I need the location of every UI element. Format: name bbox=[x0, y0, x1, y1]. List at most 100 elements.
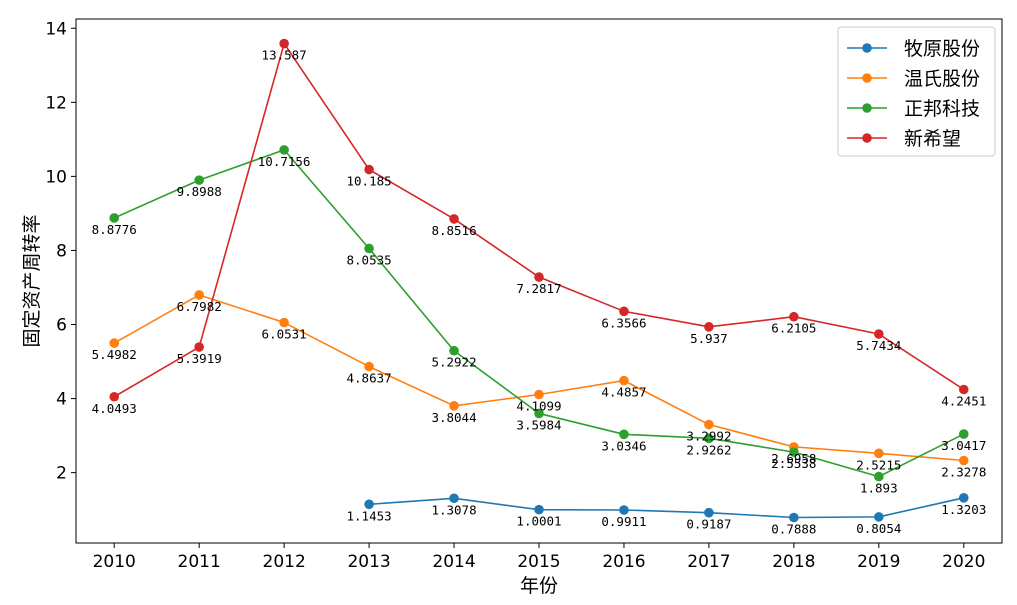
data-label: 4.0493 bbox=[92, 401, 137, 416]
data-point bbox=[364, 243, 374, 254]
y-tick-label: 10 bbox=[45, 167, 67, 187]
data-label: 2.5538 bbox=[771, 456, 816, 471]
data-label: 0.7888 bbox=[771, 521, 816, 536]
x-tick-label: 2013 bbox=[347, 552, 390, 572]
data-label: 10.7156 bbox=[258, 154, 311, 169]
x-tick-label: 2020 bbox=[942, 552, 985, 572]
data-label: 4.4857 bbox=[601, 385, 646, 400]
data-point bbox=[874, 512, 884, 522]
data-point bbox=[534, 408, 544, 419]
x-tick-label: 2012 bbox=[263, 552, 306, 572]
data-point bbox=[449, 345, 459, 356]
data-point bbox=[449, 214, 459, 224]
data-point bbox=[109, 391, 120, 402]
data-point bbox=[958, 493, 969, 503]
legend-label: 温氏股份 bbox=[904, 68, 980, 90]
series-layer bbox=[109, 38, 969, 523]
legend-label: 新希望 bbox=[904, 128, 961, 150]
data-label: 3.0346 bbox=[601, 438, 646, 453]
y-axis-ticks: 2 4 6 8 10 12 14 bbox=[45, 19, 76, 484]
series-line bbox=[113, 42, 965, 398]
data-label: 1.3078 bbox=[431, 502, 476, 517]
series-line bbox=[113, 294, 964, 462]
series-2 bbox=[109, 290, 969, 466]
data-label: 6.3566 bbox=[601, 315, 646, 330]
data-point bbox=[364, 499, 374, 510]
x-tick-label: 2017 bbox=[687, 552, 730, 572]
x-tick-label: 2014 bbox=[432, 552, 475, 572]
data-point bbox=[958, 429, 969, 439]
series-line bbox=[369, 497, 964, 519]
legend-box bbox=[837, 26, 996, 157]
data-labels: 1.1453 1.3078 1.0001 0.9911 0.9187 0.7888 0.80… bbox=[92, 48, 987, 537]
data-point bbox=[619, 429, 629, 440]
data-point bbox=[534, 272, 544, 282]
data-label: 8.8516 bbox=[431, 223, 476, 238]
data-label: 3.2992 bbox=[686, 429, 731, 444]
data-point bbox=[874, 471, 884, 482]
y-axis-title: 固定资产周转率 bbox=[21, 214, 43, 347]
data-point bbox=[704, 419, 714, 430]
x-tick-label: 2016 bbox=[602, 552, 645, 572]
data-point bbox=[194, 290, 204, 300]
data-label: 5.937 bbox=[690, 331, 728, 346]
data-point bbox=[109, 213, 120, 223]
data-label: 1.3203 bbox=[941, 502, 986, 517]
series-3 bbox=[109, 145, 969, 482]
data-label: 2.3278 bbox=[941, 465, 986, 480]
legend-marker bbox=[862, 43, 872, 53]
legend-marker bbox=[862, 103, 872, 113]
x-tick-label: 2015 bbox=[517, 552, 560, 572]
y-tick-label: 6 bbox=[56, 316, 67, 336]
data-label: 10.185 bbox=[347, 174, 392, 189]
data-label: 6.2105 bbox=[771, 321, 816, 336]
data-point bbox=[704, 433, 714, 444]
data-point bbox=[279, 38, 289, 49]
data-point bbox=[704, 322, 714, 332]
data-point bbox=[194, 175, 204, 185]
y-tick-label: 4 bbox=[56, 390, 67, 410]
data-label: 3.5984 bbox=[516, 417, 561, 432]
data-label: 2.5215 bbox=[856, 457, 901, 472]
series-4 bbox=[109, 38, 969, 402]
y-tick-label: 8 bbox=[56, 241, 67, 261]
y-tick-label: 14 bbox=[45, 19, 67, 39]
data-point bbox=[449, 493, 459, 504]
legend-label: 正邦科技 bbox=[904, 98, 980, 120]
data-label: 5.2922 bbox=[431, 355, 476, 370]
data-label: 0.8054 bbox=[856, 521, 901, 536]
data-label: 6.0531 bbox=[262, 327, 307, 342]
plot-frame bbox=[75, 18, 1003, 544]
x-axis-ticks: 2010 2011 2012 2013 2014 2015 2016 2017 2018 2019… bbox=[93, 543, 985, 572]
data-label: 0.9187 bbox=[686, 517, 731, 532]
data-point bbox=[534, 389, 544, 400]
data-point bbox=[619, 306, 629, 317]
series-1 bbox=[364, 493, 969, 523]
data-label: 4.2451 bbox=[941, 393, 986, 408]
data-label: 0.9911 bbox=[601, 514, 646, 529]
legend-marker bbox=[862, 73, 872, 83]
legend-label: 牧原股份 bbox=[904, 38, 980, 60]
data-point bbox=[364, 164, 374, 175]
data-point bbox=[789, 311, 799, 322]
data-label: 1.0001 bbox=[516, 514, 561, 529]
data-point bbox=[874, 329, 884, 339]
legend-entry: 牧原股份 bbox=[847, 38, 980, 60]
data-point bbox=[704, 507, 714, 518]
x-tick-label: 2018 bbox=[772, 552, 815, 572]
x-tick-label: 2010 bbox=[93, 552, 136, 572]
data-label: 1.1453 bbox=[347, 508, 392, 523]
data-label: 7.2817 bbox=[516, 281, 561, 296]
data-label: 5.4982 bbox=[92, 347, 137, 362]
y-tick-label: 2 bbox=[56, 464, 67, 484]
data-label: 13.587 bbox=[262, 48, 307, 63]
data-point bbox=[874, 448, 884, 459]
data-point bbox=[789, 447, 799, 457]
x-tick-label: 2019 bbox=[857, 552, 900, 572]
data-point bbox=[279, 317, 289, 328]
data-point bbox=[958, 455, 969, 466]
data-point bbox=[109, 338, 120, 348]
data-label: 8.8776 bbox=[92, 222, 137, 237]
